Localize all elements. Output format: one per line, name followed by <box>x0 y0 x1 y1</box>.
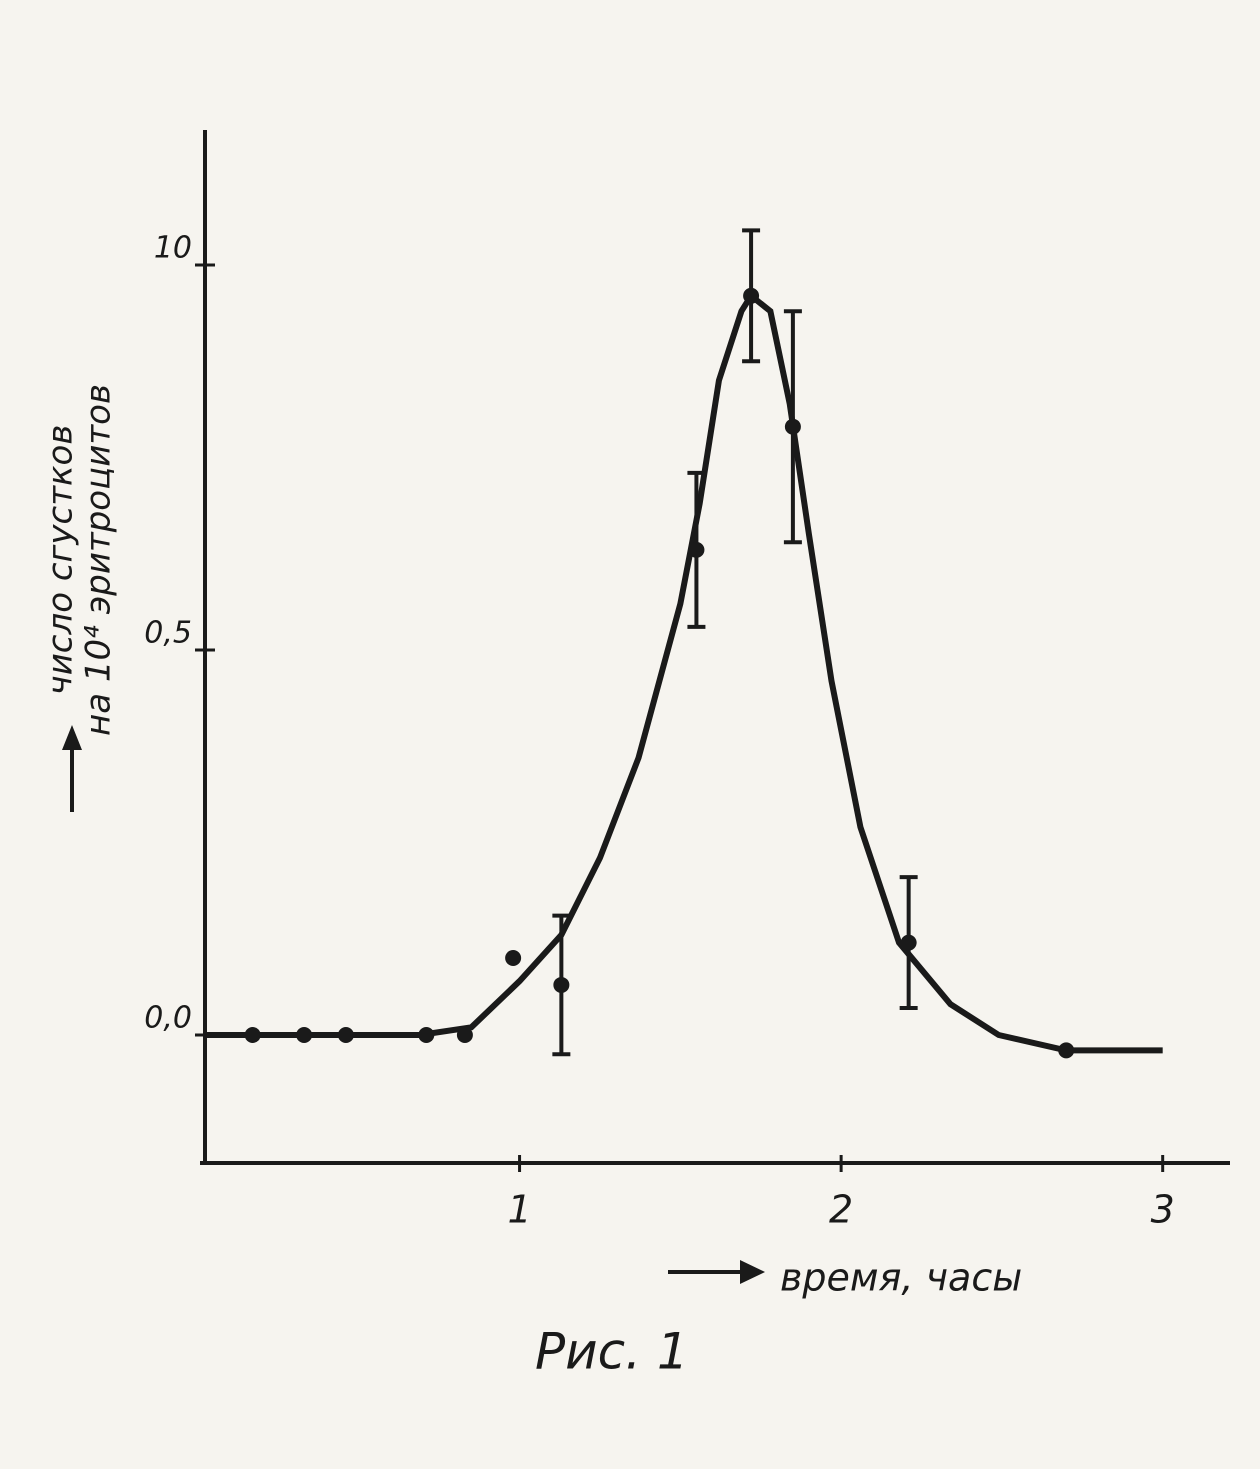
y-tick-label: 10 <box>154 231 192 266</box>
y-label-line: на 10⁴ эритроцитов <box>79 384 119 736</box>
x-tick-label: 3 <box>1151 1188 1175 1232</box>
y-label: число сгустков на 10⁴ эритроцитов <box>41 384 119 736</box>
point <box>337 1027 354 1043</box>
point <box>244 1027 261 1043</box>
x-tick-label: 1 <box>507 1188 531 1232</box>
point <box>900 934 917 951</box>
point <box>688 541 705 558</box>
x-tick-label: 2 <box>829 1188 853 1232</box>
y-tick-label: 0,5 <box>144 616 192 651</box>
y-tick-label: 0,0 <box>144 1001 192 1036</box>
y-label-line: число сгустков <box>41 425 81 696</box>
point <box>456 1027 473 1043</box>
x-label: время, часы <box>780 1256 1022 1300</box>
point <box>743 287 760 304</box>
point <box>418 1027 435 1043</box>
point <box>784 418 801 435</box>
y-arrow-head <box>62 725 82 750</box>
caption: Рис. 1 <box>535 1323 689 1381</box>
point <box>1058 1042 1075 1059</box>
point <box>296 1027 313 1043</box>
x-arrow-head <box>740 1260 765 1284</box>
point <box>505 950 522 966</box>
fit-curve <box>204 291 1163 1054</box>
point <box>553 976 570 993</box>
